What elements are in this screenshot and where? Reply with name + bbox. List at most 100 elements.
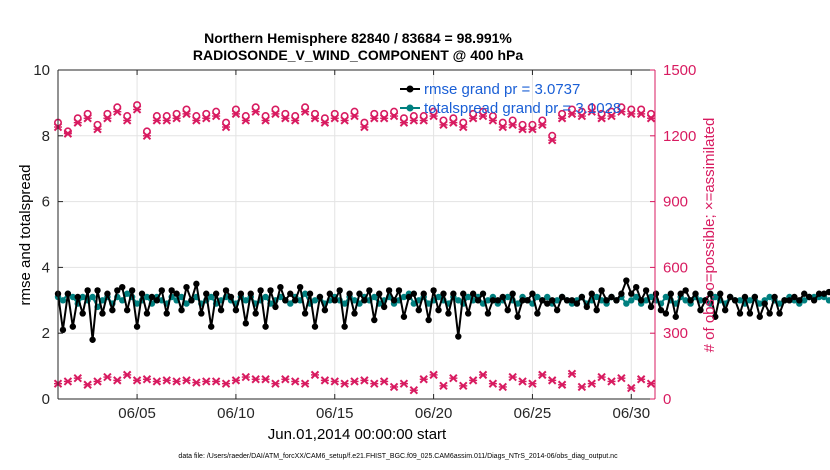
obs_low-marker-21 [261,375,270,384]
totalspread-point-115 [623,300,630,307]
totalspread-point-127 [682,297,689,304]
obs_low-marker-50 [547,376,557,385]
totalspread-point-3 [69,293,77,301]
obs_low-marker-32 [370,379,379,388]
rmse-point-145 [771,293,778,301]
totalspread-point-99 [544,293,551,301]
obs_assimilated-marker-3 [83,114,92,123]
rmse-point-3 [69,323,77,330]
rmse-point-57 [336,287,343,294]
totalspread-point-109 [593,293,600,301]
y-right-tick-label-5: 1500 [663,62,696,79]
rmse-point-53 [316,293,324,301]
rmse-point-114 [618,290,625,297]
rmse-point-20 [153,297,161,304]
rmse-point-99 [544,300,551,307]
rmse-point-84 [469,290,477,297]
rmse-point-138 [736,310,744,317]
rmse-point-104 [568,297,576,304]
y-right-axis-label: # of obs: o=possible; ×=assimilated [701,118,718,353]
y-tick-label-5: 10 [33,62,50,79]
rmse-point-100 [549,297,556,304]
obs_assimilated-marker-42 [468,114,478,123]
rmse-point-155 [820,290,828,297]
obs_low-marker-40 [449,373,458,383]
obs_low-marker-44 [488,379,498,388]
x-tick-label-1: 06/10 [217,405,255,422]
x-tick-label-2: 06/15 [316,405,354,422]
rmse-point-144 [766,310,773,317]
obs_low-marker-27 [320,376,330,385]
rmse-point-38 [242,320,249,327]
rmse-point-109 [593,306,600,314]
rmse-point-91 [504,306,511,314]
totalspread-point-151 [801,297,808,304]
rmse-point-62 [361,297,368,304]
obs_assimilated-marker-8 [132,105,142,114]
obs_assimilated-marker-50 [547,135,557,145]
y-right-tick-label-2: 600 [663,259,688,276]
obs_assimilated-marker-60 [646,114,656,123]
totalspread-point-87 [484,297,492,304]
rmse-point-27 [188,297,195,304]
totalspread-point-117 [633,293,640,301]
rmse-point-8 [94,287,101,294]
rmse-point-49 [296,283,304,291]
legend: rmse grand pr = 3.0737 totalspread grand… [400,81,621,117]
rmse-point-23 [168,287,175,294]
rmse-point-1 [59,326,67,334]
obs_low-marker-38 [429,370,438,380]
rmse-point-61 [356,290,363,297]
rmse-point-135 [721,306,729,314]
obs_low-marker-22 [271,379,280,388]
obs_assimilated-marker-57 [617,107,626,116]
rmse-series [54,277,830,343]
rmse-point-48 [292,297,299,304]
rmse-point-112 [608,293,615,301]
rmse-point-65 [376,290,383,297]
rmse-point-90 [499,293,506,301]
obs_low-marker-49 [538,370,547,380]
rmse-point-43 [267,287,274,294]
rmse-point-67 [385,287,393,294]
rmse-point-140 [746,310,754,317]
obs_low-marker-14 [192,378,201,387]
rmse-point-18 [143,310,151,317]
rmse-point-11 [109,306,116,314]
obs_assimilated-marker-43 [478,111,488,121]
rmse-point-24 [173,290,180,297]
totalspread-point-97 [534,293,541,301]
obs_assimilated-marker-23 [281,114,290,123]
rmse-point-73 [415,306,422,314]
obs_low-marker-57 [617,373,626,383]
rmse-point-118 [637,297,645,304]
plot-area [58,70,655,399]
rmse-point-21 [158,287,165,294]
y-right-tick-label-1: 300 [663,325,688,342]
obs_assimilated-marker-29 [340,116,349,125]
obs_low-marker-11 [162,376,171,385]
rmse-point-156 [825,288,830,296]
obs_assimilated-marker-53 [577,111,587,121]
totalspread-point-156 [825,297,830,304]
rmse-point-88 [489,297,497,304]
totalspread-point-7 [89,293,96,301]
rmse-point-64 [371,316,378,324]
totalspread-point-91 [504,293,511,301]
obs_low-marker-10 [152,377,162,386]
rmse-point-136 [726,293,734,301]
obs_low-marker-39 [439,381,448,391]
obs_assimilated-marker-32 [370,114,379,123]
obs_assimilated-marker-36 [409,116,419,125]
legend-spread-marker [406,104,414,112]
obs_low-marker-6 [113,376,122,385]
obs_assimilated-marker-21 [261,116,270,125]
obs_assimilated-marker-35 [399,118,409,127]
rmse-point-133 [712,313,719,320]
rmse-point-110 [598,287,605,294]
rmse-point-126 [677,290,684,297]
rmse-point-115 [623,277,630,284]
obs_low-marker-45 [498,382,507,392]
obs_low-marker-8 [132,376,142,385]
